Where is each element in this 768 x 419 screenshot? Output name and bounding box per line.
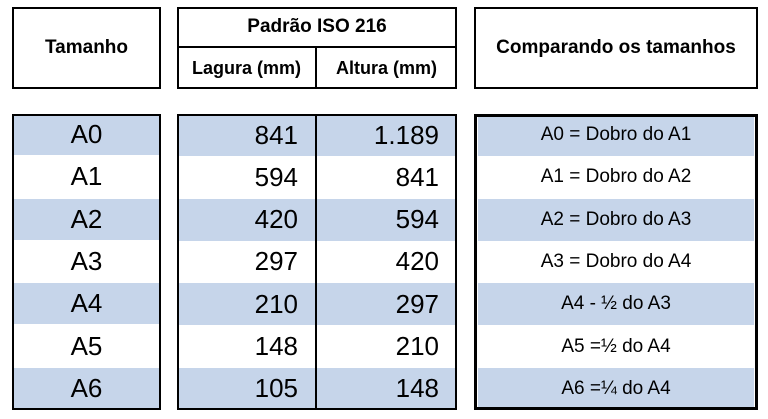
height-cell: 841 — [395, 161, 439, 192]
compare-cell: A2 = Dobro do A3 — [478, 198, 754, 241]
width-cell: 148 — [254, 331, 298, 362]
size-cell: A4 — [12, 283, 161, 326]
column-divider — [315, 114, 317, 410]
width-cell: 105 — [177, 367, 316, 410]
height-cell: 420 — [395, 246, 439, 277]
height-cell: 594 — [316, 198, 457, 241]
compare-cell: A0 = Dobro do A1 — [478, 114, 754, 157]
header-box — [474, 7, 758, 89]
size-cell: A3 — [12, 241, 161, 284]
width-cell: 594 — [254, 161, 298, 192]
table-border — [474, 114, 758, 410]
size-cell: A6 — [12, 367, 161, 410]
table-border — [12, 114, 161, 410]
width-cell: 841 — [177, 114, 316, 157]
height-cell: 297 — [316, 283, 457, 326]
header-compare: Comparando os tamanhos — [496, 37, 736, 58]
width-cell: 297 — [254, 246, 298, 277]
width-cell: 210 — [177, 283, 316, 326]
header-width: Lagura (mm) — [191, 57, 301, 78]
header-height: Altura (mm) — [335, 57, 437, 78]
compare-cell: A6 =¼ do A4 — [478, 367, 754, 410]
width-cell: 420 — [177, 198, 316, 241]
header-box — [177, 7, 457, 89]
compare-cell: A3 = Dobro do A4 — [540, 250, 692, 272]
header-divider — [315, 46, 317, 89]
height-cell: 1.189 — [316, 114, 457, 157]
size-cell: A0 — [12, 114, 161, 157]
header-box — [12, 7, 161, 89]
compare-cell: A1 = Dobro do A2 — [540, 166, 692, 188]
size-cell: A5 — [12, 325, 161, 368]
table-border — [177, 114, 457, 410]
compare-cell: A5 =½ do A4 — [561, 335, 671, 357]
size-cell: A2 — [12, 198, 161, 241]
compare-cell: A4 - ½ do A3 — [478, 283, 754, 326]
header-divider — [177, 46, 457, 89]
size-cell: A1 — [12, 156, 161, 199]
height-cell: 148 — [316, 367, 457, 410]
header-standard: Padrão ISO 216 — [247, 16, 387, 37]
header-size: Tamanho — [44, 37, 129, 58]
height-cell: 210 — [395, 331, 439, 362]
